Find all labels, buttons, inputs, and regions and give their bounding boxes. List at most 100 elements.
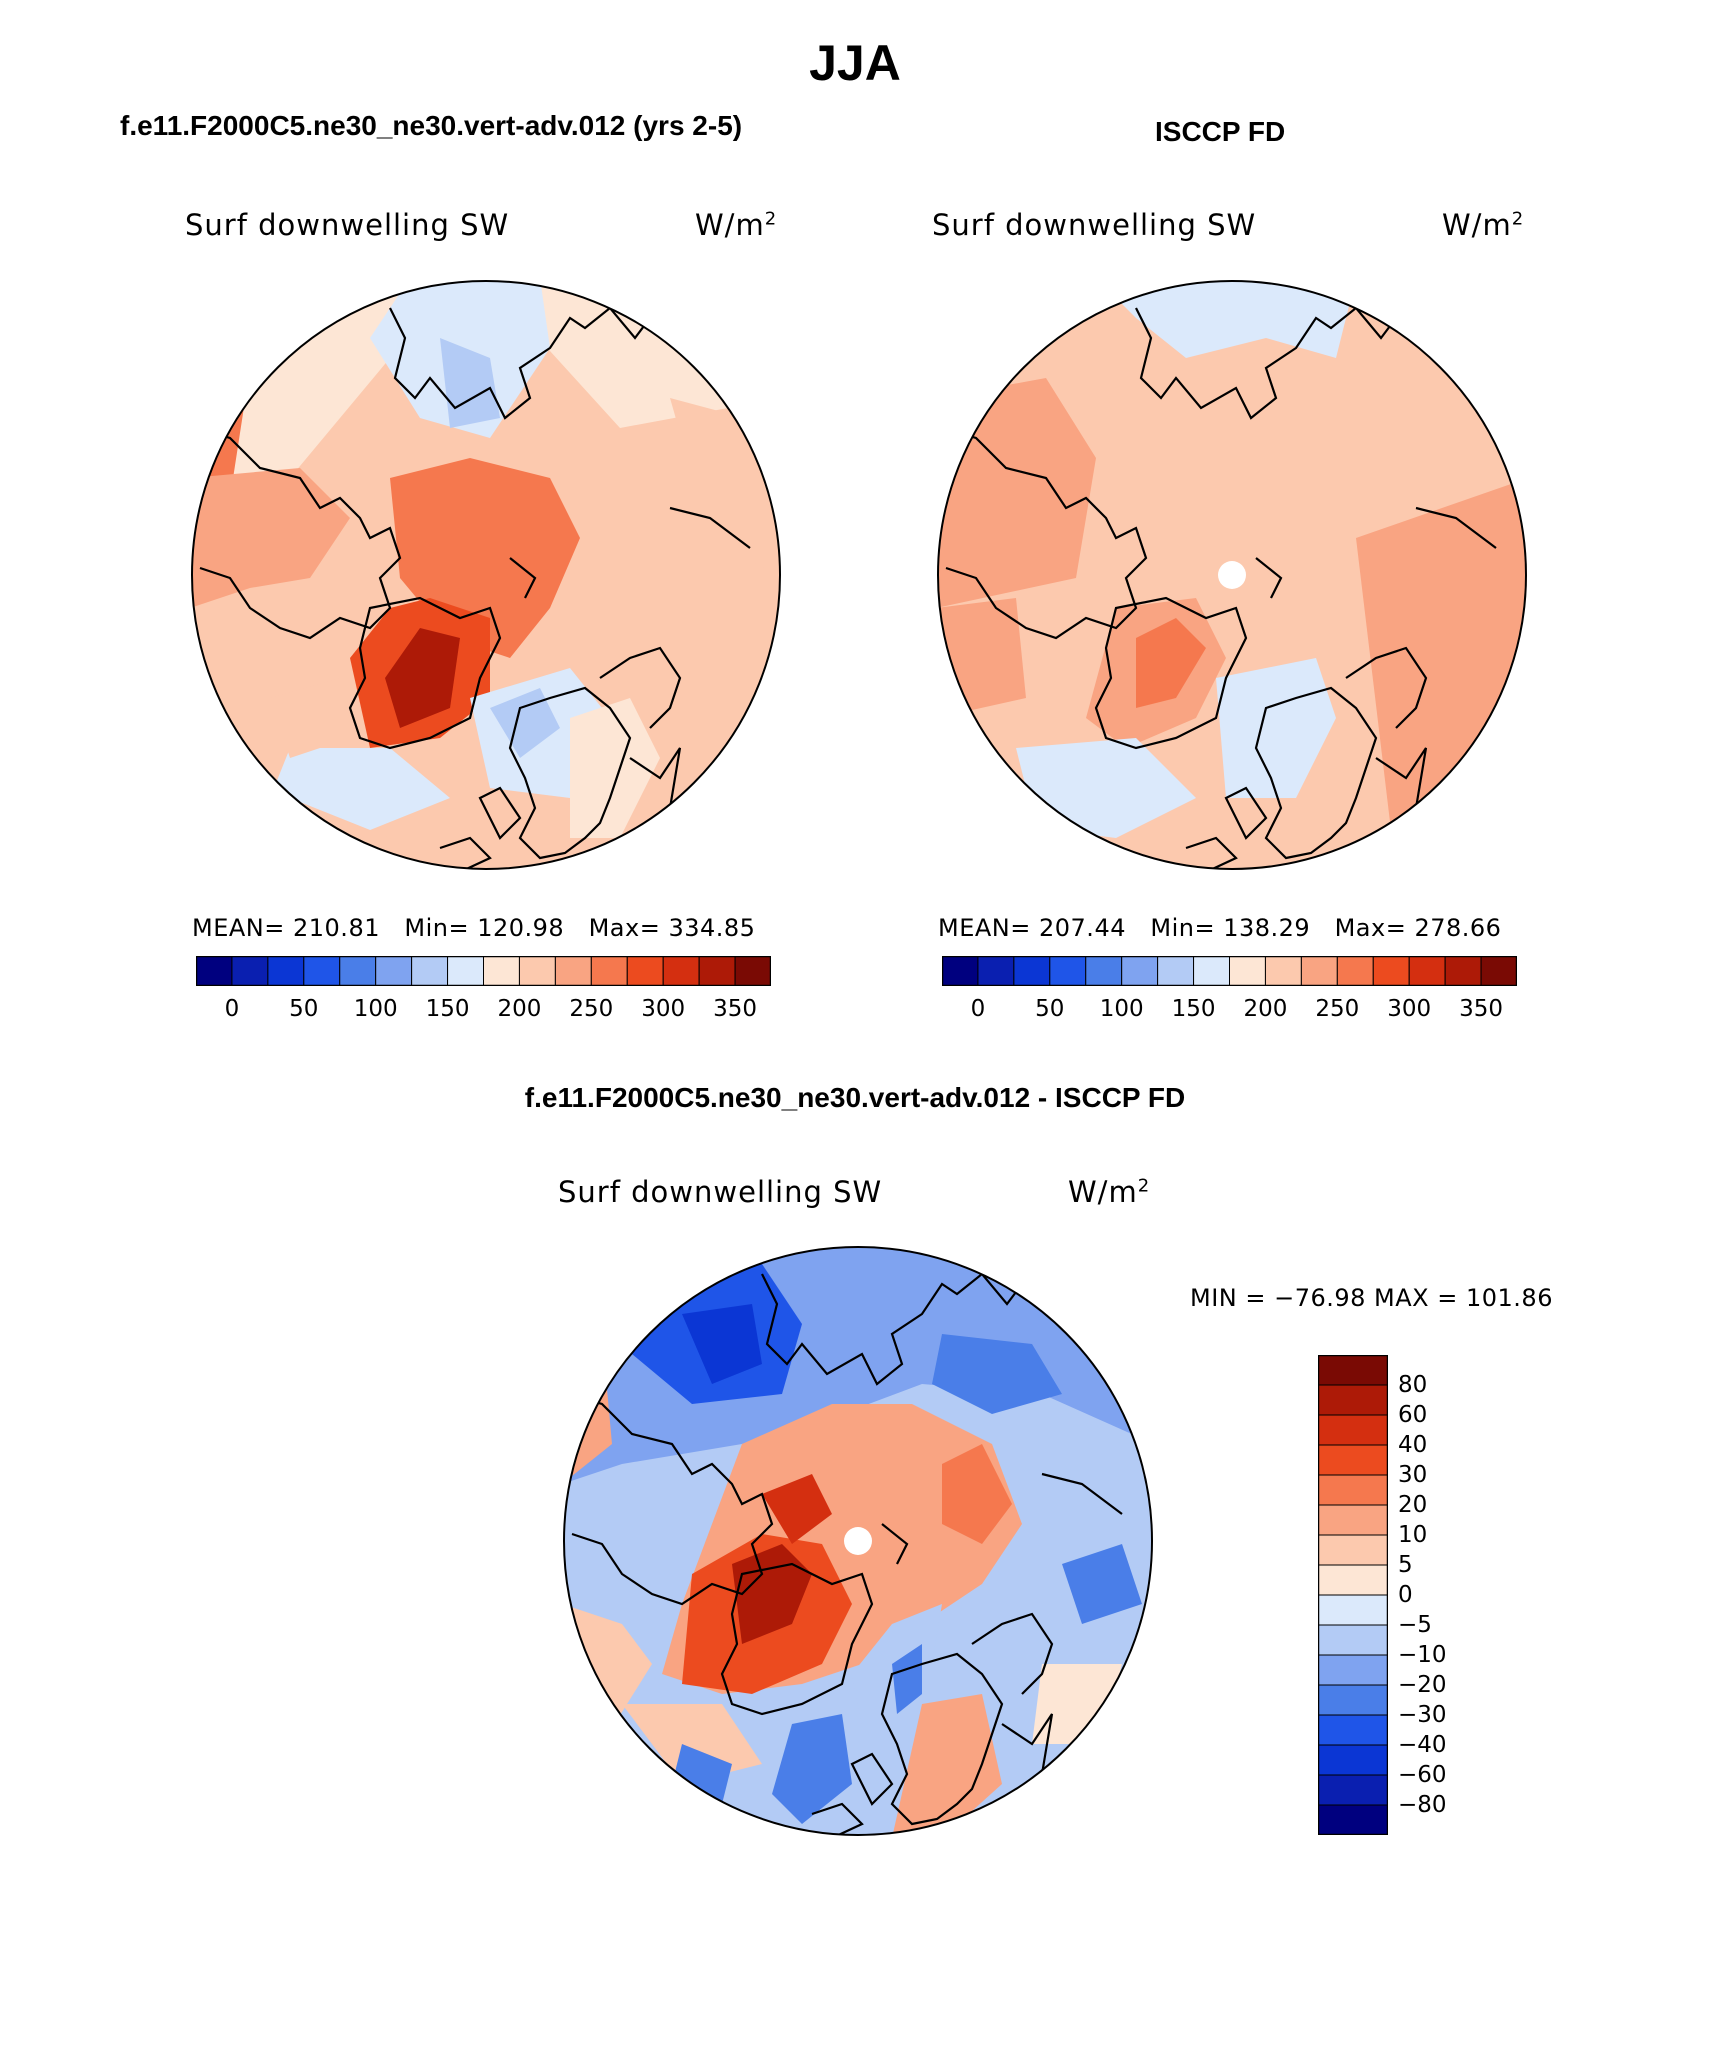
model-colorbar: [195, 955, 772, 987]
diff-colorbar-tick-label: 20: [1398, 1492, 1428, 1518]
obs-colorbar-swatch: [1408, 955, 1446, 987]
model-colorbar-swatch: [411, 955, 449, 987]
diff-colorbar-swatch: [1317, 1804, 1389, 1836]
obs-colorbar-swatch: [1300, 955, 1338, 987]
diff-colorbar-swatch: [1317, 1594, 1389, 1626]
model-case-title: f.e11.F2000C5.ne30_ne30.vert-adv.012 (yr…: [120, 110, 743, 141]
diff-colorbar-tick-label: −10: [1398, 1642, 1447, 1668]
diff-colorbar-tick-label: −40: [1398, 1732, 1447, 1758]
obs-colorbar-swatch: [977, 955, 1015, 987]
model-colorbar-tick-label: 100: [353, 996, 398, 1022]
diff-colorbar-tick-label: 80: [1398, 1372, 1428, 1398]
obs-dataset-title: ISCCP FD: [1155, 116, 1286, 147]
diff-units-label: W/m2: [1068, 1175, 1151, 1209]
diff-colorbar-swatch: [1317, 1714, 1389, 1746]
model-colorbar-swatch: [231, 955, 269, 987]
obs-colorbar-swatch: [1157, 955, 1195, 987]
model-colorbar-swatch: [662, 955, 700, 987]
diff-colorbar-swatch: [1317, 1354, 1389, 1386]
model-colorbar-swatch: [518, 955, 556, 987]
diff-colorbar-swatch: [1317, 1684, 1389, 1716]
diff-colorbar-swatch: [1317, 1384, 1389, 1416]
obs-colorbar-swatch: [1336, 955, 1374, 987]
model-colorbar-swatch: [734, 955, 772, 987]
model-stats: MEAN= 210.81 Min= 120.98 Max= 334.85: [192, 914, 756, 942]
obs-polar-map: [937, 280, 1527, 870]
obs-colorbar: [941, 955, 1518, 987]
model-colorbar-tick-label: 350: [713, 996, 758, 1022]
obs-colorbar-swatch: [1121, 955, 1159, 987]
diff-colorbar-tick-label: −60: [1398, 1762, 1447, 1788]
obs-colorbar-tick-label: 150: [1171, 996, 1216, 1022]
obs-colorbar-tick-label: 250: [1315, 996, 1360, 1022]
difference-title: f.e11.F2000C5.ne30_ne30.vert-adv.012 - I…: [524, 1082, 1186, 1113]
model-colorbar-swatch: [698, 955, 736, 987]
diff-colorbar-tick-label: −20: [1398, 1672, 1447, 1698]
model-colorbar-swatch: [195, 955, 233, 987]
obs-colorbar-tick-label: 200: [1243, 996, 1288, 1022]
model-colorbar-swatch: [303, 955, 341, 987]
model-colorbar-tick-label: 200: [497, 996, 542, 1022]
model-polar-map: [191, 280, 781, 870]
diff-colorbar-tick-label: 5: [1398, 1552, 1413, 1578]
diff-colorbar-swatch: [1317, 1474, 1389, 1506]
diff-colorbar-tick-label: 10: [1398, 1522, 1428, 1548]
diff-colorbar-tick-label: 40: [1398, 1432, 1428, 1458]
obs-units-label: W/m2: [1442, 208, 1525, 242]
obs-colorbar-swatch: [1193, 955, 1230, 987]
model-colorbar-swatch: [447, 955, 484, 987]
model-colorbar-swatch: [375, 955, 413, 987]
model-colorbar-tick-label: 300: [641, 996, 686, 1022]
diff-colorbar-tick-label: −80: [1398, 1792, 1447, 1818]
diff-colorbar-swatch: [1317, 1654, 1389, 1686]
model-colorbar-swatch: [590, 955, 628, 987]
diff-minmax: MIN = −76.98 MAX = 101.86: [1190, 1284, 1553, 1312]
obs-colorbar-swatch: [1085, 955, 1123, 987]
obs-colorbar-tick-label: 50: [1035, 996, 1065, 1022]
obs-colorbar-swatch: [1264, 955, 1302, 987]
obs-variable-label: Surf downwelling SW: [932, 208, 1257, 242]
model-colorbar-swatch: [339, 955, 377, 987]
diff-variable-label: Surf downwelling SW: [558, 1175, 883, 1209]
diff-colorbar-swatch: [1317, 1774, 1389, 1806]
obs-colorbar-tick-label: 350: [1459, 996, 1504, 1022]
diff-colorbar-tick-label: 30: [1398, 1462, 1428, 1488]
obs-colorbar-swatch: [1372, 955, 1410, 987]
obs-colorbar-swatch: [1013, 955, 1051, 987]
diff-colorbar-labels: 80 60 40 30 20 10 5 0 −5 −10 −20 −30 −40 −60 −80: [1398, 1355, 1478, 1835]
model-colorbar-labels: 0 50 100 150 200 250 300 350: [196, 996, 771, 1026]
diff-colorbar: [1317, 1354, 1389, 1836]
obs-colorbar-tick-label: 100: [1099, 996, 1144, 1022]
diff-colorbar-tick-label: 60: [1398, 1402, 1428, 1428]
model-units-label: W/m2: [695, 208, 778, 242]
obs-colorbar-swatch: [941, 955, 979, 987]
obs-colorbar-swatch: [1049, 955, 1087, 987]
diff-colorbar-swatch: [1317, 1534, 1389, 1566]
model-colorbar-swatch: [626, 955, 664, 987]
diff-polar-map: [563, 1246, 1153, 1836]
diff-colorbar-swatch: [1317, 1414, 1389, 1446]
diff-colorbar-tick-label: −5: [1398, 1612, 1432, 1638]
model-colorbar-tick-label: 250: [569, 996, 614, 1022]
diff-colorbar-swatch: [1317, 1624, 1389, 1656]
diff-colorbar-swatch: [1317, 1444, 1389, 1476]
model-colorbar-tick-label: 50: [289, 996, 319, 1022]
figure-title: JJA: [809, 35, 901, 91]
diff-colorbar-swatch: [1317, 1744, 1389, 1776]
model-variable-label: Surf downwelling SW: [185, 208, 510, 242]
obs-colorbar-swatch: [1444, 955, 1482, 987]
obs-stats: MEAN= 207.44 Min= 138.29 Max= 278.66: [938, 914, 1502, 942]
diff-colorbar-swatch: [1317, 1504, 1389, 1536]
obs-colorbar-swatch: [1480, 955, 1518, 987]
obs-colorbar-labels: 0 50 100 150 200 250 300 350: [942, 996, 1517, 1026]
model-colorbar-swatch: [483, 955, 520, 987]
model-colorbar-swatch: [554, 955, 592, 987]
obs-colorbar-tick-label: 300: [1387, 996, 1432, 1022]
model-colorbar-swatch: [267, 955, 305, 987]
obs-colorbar-tick-label: 0: [970, 996, 986, 1022]
model-colorbar-tick-label: 150: [425, 996, 470, 1022]
diff-colorbar-tick-label: 0: [1398, 1582, 1413, 1608]
diff-colorbar-tick-label: −30: [1398, 1702, 1447, 1728]
obs-colorbar-swatch: [1229, 955, 1266, 987]
diff-colorbar-swatch: [1317, 1564, 1389, 1596]
